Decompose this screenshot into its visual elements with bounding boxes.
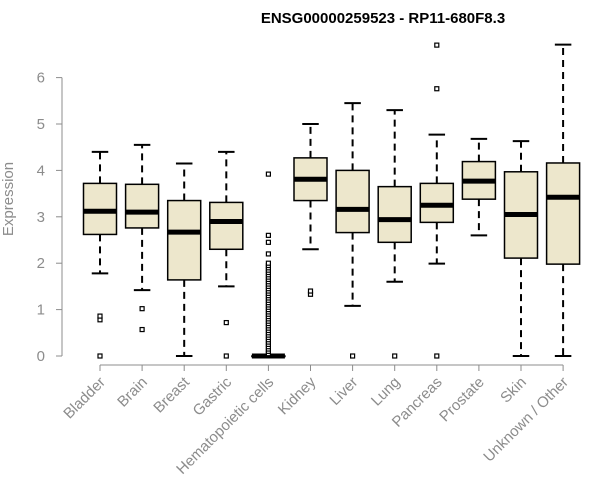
outlier-point bbox=[434, 353, 440, 359]
outlier-point bbox=[307, 288, 314, 294]
y-tick-label: 6 bbox=[37, 70, 45, 87]
box-brain bbox=[124, 143, 160, 333]
x-tick-label-bladder: Bladder bbox=[60, 374, 109, 423]
x-tick-label-skin: Skin bbox=[497, 374, 530, 407]
iqr-box bbox=[209, 201, 244, 251]
y-tick-label: 2 bbox=[37, 255, 45, 272]
box-bladder bbox=[82, 150, 118, 359]
box-prostate bbox=[461, 137, 497, 237]
outlier-point bbox=[139, 326, 145, 333]
outlier-point bbox=[97, 313, 103, 319]
x-tick-label-prostate: Prostate bbox=[436, 374, 488, 426]
outlier-point bbox=[265, 251, 271, 257]
outlier-point bbox=[392, 353, 398, 359]
box-kidney bbox=[293, 123, 328, 297]
x-tick-label-breast: Breast bbox=[150, 373, 193, 416]
chart-title: ENSG00000259523 - RP11-680F8.3 bbox=[261, 10, 505, 27]
x-tick-label-liver: Liver bbox=[326, 374, 361, 409]
iqr-box bbox=[545, 162, 581, 265]
outlier-point bbox=[434, 86, 440, 92]
outlier-point bbox=[139, 306, 145, 312]
y-tick-label: 4 bbox=[37, 162, 45, 179]
outlier-point bbox=[265, 260, 271, 266]
box-liver bbox=[335, 102, 370, 359]
iqr-box bbox=[377, 185, 412, 244]
outlier-point bbox=[223, 353, 229, 359]
outlier-point bbox=[350, 353, 356, 359]
y-tick-label: 0 bbox=[37, 348, 45, 365]
box-hematopoietic-cells bbox=[251, 171, 286, 359]
x-tick-label-brain: Brain bbox=[114, 374, 151, 411]
outlier-point bbox=[223, 319, 229, 326]
box-pancreas bbox=[419, 42, 455, 359]
x-tick-label-lung: Lung bbox=[368, 374, 404, 410]
box-breast bbox=[166, 162, 202, 357]
y-tick-label: 1 bbox=[37, 302, 45, 319]
iqr-box bbox=[335, 169, 370, 234]
outlier-point bbox=[434, 42, 440, 48]
iqr-box bbox=[124, 183, 160, 229]
outlier-point bbox=[97, 353, 103, 359]
y-tick-label: 3 bbox=[37, 209, 45, 226]
y-axis-label: Expression bbox=[0, 162, 17, 236]
box-unknown-other bbox=[545, 43, 581, 357]
box-lung bbox=[377, 109, 412, 359]
plot-area bbox=[82, 42, 581, 359]
outlier-point bbox=[265, 171, 271, 177]
y-axis: 0 1 2 3 4 5 6 bbox=[37, 70, 63, 365]
outlier-point bbox=[265, 232, 271, 238]
outlier-point bbox=[265, 239, 271, 245]
box-gastric bbox=[209, 150, 244, 359]
y-tick-label: 5 bbox=[37, 116, 45, 133]
box-skin bbox=[503, 140, 539, 357]
iqr-box bbox=[166, 199, 202, 281]
x-tick-label-kidney: Kidney bbox=[275, 373, 320, 418]
